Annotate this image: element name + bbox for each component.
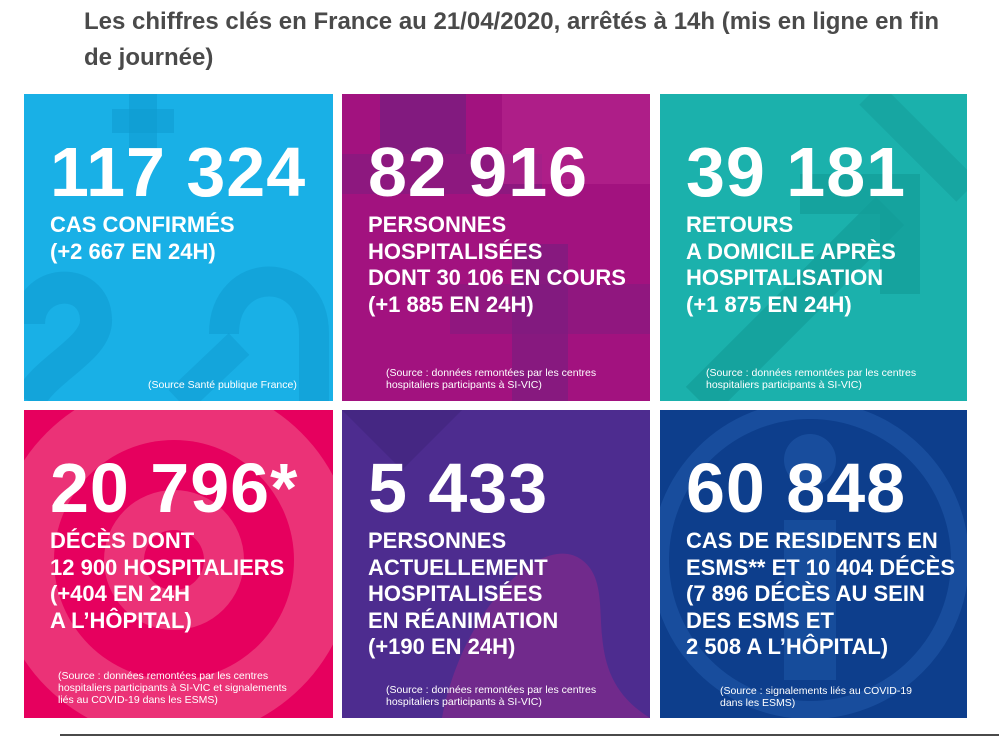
source-line: (Source : données remontées par les cent… bbox=[706, 367, 917, 379]
hospitalized-label: PERSONNES HOSPITALISÉES DONT 30 106 EN C… bbox=[368, 212, 626, 318]
label-line: PERSONNES bbox=[368, 212, 507, 237]
source-line: hospitaliers participants à SI-VIC et si… bbox=[58, 682, 287, 694]
label-line: A DOMICILE APRÈS bbox=[686, 238, 896, 264]
source-line: (Source : données remontées par les cent… bbox=[386, 367, 597, 379]
background-decoration bbox=[342, 410, 650, 718]
label-line: PERSONNES bbox=[368, 528, 507, 553]
source-line: (Source Santé publique France) bbox=[148, 379, 297, 391]
label-line: ACTUELLEMENT bbox=[368, 554, 548, 580]
deaths-count: 20 796* bbox=[50, 449, 299, 527]
esms-label: CAS DE RESIDENTS EN ESMS** ET 10 404 DÉC… bbox=[686, 528, 955, 661]
source-line: (Source : données remontées par les cent… bbox=[58, 670, 269, 682]
source-line: (Source : signalements liés au COVID-19 bbox=[720, 685, 912, 697]
returned-home-label: RETOURS A DOMICILE APRÈS HOSPITALISATION… bbox=[686, 212, 896, 318]
background-decoration bbox=[342, 94, 650, 401]
source-line: (Source : données remontées par les cent… bbox=[386, 684, 597, 696]
label-line: (7 896 DÉCÈS AU SEIN bbox=[686, 581, 925, 606]
tile-hospitalized: 82 916 PERSONNES HOSPITALISÉES DONT 30 1… bbox=[342, 94, 650, 401]
label-line: EN RÉANIMATION bbox=[368, 607, 559, 633]
intensive-care-count: 5 433 bbox=[368, 449, 549, 527]
background-decoration bbox=[24, 94, 329, 401]
hospitalized-count: 82 916 bbox=[368, 133, 589, 211]
source-note: (Source : données remontées par les cent… bbox=[58, 670, 333, 706]
label-line: DÉCÈS DONT bbox=[50, 528, 195, 553]
source-note: (Source : données remontées par les cent… bbox=[706, 367, 916, 391]
tile-deaths: 20 796* DÉCÈS DONT 12 900 HOSPITALIERS (… bbox=[24, 410, 333, 718]
intensive-care-label: PERSONNES ACTUELLEMENT HOSPITALISÉES EN … bbox=[368, 528, 558, 661]
label-line: 12 900 HOSPITALIERS bbox=[50, 554, 285, 580]
source-line: hospitaliers participants à SI-VIC) bbox=[386, 379, 542, 391]
tile-esms: 60 848 CAS DE RESIDENTS EN ESMS** ET 10 … bbox=[660, 410, 967, 718]
confirmed-cases-count: 117 324 bbox=[50, 133, 307, 211]
tile-returned-home: 39 181 RETOURS A DOMICILE APRÈS HOSPITAL… bbox=[660, 94, 967, 401]
page-title: Les chiffres clés en France au 21/04/202… bbox=[84, 8, 940, 71]
label-line: DONT 30 106 EN COURS bbox=[368, 265, 626, 290]
label-line: HOSPITALISÉES bbox=[368, 238, 543, 264]
label-line: HOSPITALISÉES bbox=[368, 581, 543, 606]
source-line: dans les ESMS) bbox=[720, 697, 796, 709]
confirmed-cases-label: CAS CONFIRMÉS (+2 667 EN 24H) bbox=[50, 212, 235, 265]
source-line: liés au COVID-19 dans les ESMS) bbox=[58, 694, 218, 706]
source-note: (Source : données remontées par les cent… bbox=[386, 684, 596, 708]
background-decoration bbox=[24, 410, 333, 718]
label-line: (+2 667 EN 24H) bbox=[50, 238, 216, 264]
source-note: (Source : données remontées par les cent… bbox=[386, 367, 596, 391]
label-line: CAS CONFIRMÉS bbox=[50, 212, 235, 237]
label-line: 2 508 A L’HÔPITAL) bbox=[686, 634, 889, 659]
label-line: A L’HÔPITAL) bbox=[50, 607, 192, 633]
tile-confirmed-cases: 117 324 CAS CONFIRMÉS (+2 667 EN 24H) (S… bbox=[24, 94, 333, 401]
background-decoration bbox=[685, 94, 967, 401]
returned-home-count: 39 181 bbox=[686, 133, 907, 211]
deaths-label: DÉCÈS DONT 12 900 HOSPITALIERS (+404 EN … bbox=[50, 528, 284, 634]
label-line: (+190 EN 24H) bbox=[368, 634, 516, 659]
label-line: (+404 EN 24H bbox=[50, 581, 191, 606]
source-line: hospitaliers participants à SI-VIC) bbox=[386, 696, 542, 708]
background-decoration bbox=[660, 410, 967, 718]
label-line: RETOURS bbox=[686, 212, 794, 237]
label-line: (+1 875 EN 24H) bbox=[686, 291, 852, 317]
tile-intensive-care: 5 433 PERSONNES ACTUELLEMENT HOSPITALISÉ… bbox=[342, 410, 650, 718]
esms-count: 60 848 bbox=[686, 449, 907, 527]
source-note: (Source : signalements liés au COVID-19 … bbox=[720, 685, 912, 709]
divider bbox=[60, 734, 999, 736]
source-note: (Source Santé publique France) bbox=[148, 379, 297, 391]
label-line: DES ESMS ET bbox=[686, 607, 834, 633]
label-line: ESMS** ET 10 404 DÉCÈS bbox=[686, 554, 956, 580]
label-line: CAS DE RESIDENTS EN bbox=[686, 528, 938, 553]
label-line: (+1 885 EN 24H) bbox=[368, 291, 534, 317]
label-line: HOSPITALISATION bbox=[686, 265, 884, 290]
source-line: hospitaliers participants à SI-VIC) bbox=[706, 379, 862, 391]
